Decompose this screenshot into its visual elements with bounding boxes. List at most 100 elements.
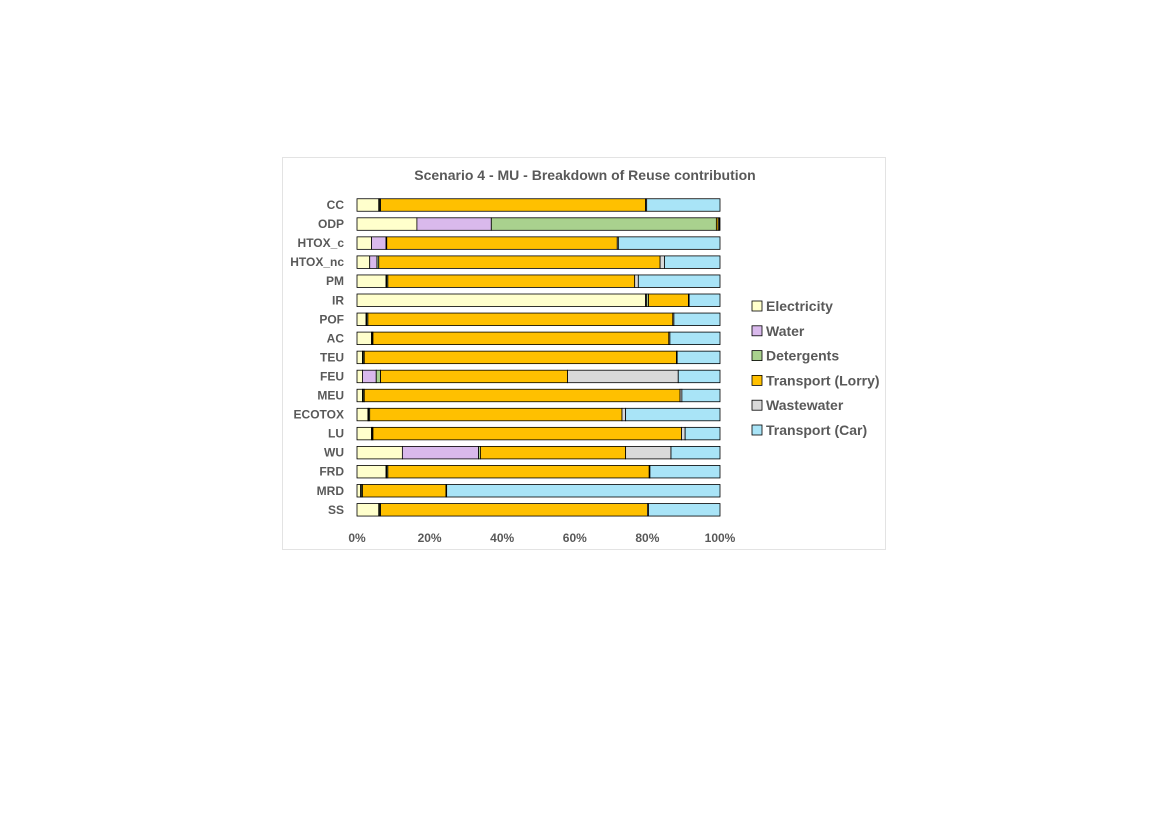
bar-segment-ss-3 bbox=[380, 503, 648, 517]
bar-segment-odp-2 bbox=[490, 217, 717, 231]
category-label: TEU bbox=[320, 350, 344, 364]
bar-segment-lu-0 bbox=[356, 426, 372, 441]
category-label: MEU bbox=[317, 389, 344, 403]
bar-segment-cc-3 bbox=[380, 198, 646, 212]
bar-segment-odp-0 bbox=[356, 217, 418, 231]
category-label: LU bbox=[328, 427, 344, 441]
bar-segment-meu-0 bbox=[356, 388, 363, 403]
x-axis: 0% 20% 40% 60% 80% 100% bbox=[348, 531, 735, 545]
bar-segment-wu-3 bbox=[480, 445, 627, 460]
category-label: ECOTOX bbox=[294, 408, 344, 422]
category-label: PM bbox=[326, 274, 344, 288]
bar-segment-teu-5 bbox=[676, 350, 721, 365]
bar-segment-teu-3 bbox=[363, 350, 677, 365]
bar-segment-ac-5 bbox=[669, 331, 721, 346]
bar-segment-teu-0 bbox=[356, 350, 363, 365]
bar-segment-ecotox-5 bbox=[625, 407, 721, 422]
x-tick-label: 20% bbox=[418, 531, 442, 545]
category-label: ODP bbox=[318, 217, 344, 231]
legend-label: Electricity bbox=[766, 298, 833, 314]
bar-segment-feu-4 bbox=[567, 369, 679, 384]
category-label: WU bbox=[324, 446, 344, 460]
legend-swatch bbox=[751, 374, 763, 386]
bar-segment-odp-1 bbox=[416, 217, 492, 231]
bar-segment-pof-5 bbox=[673, 312, 721, 326]
bar-segment-htox-c-5 bbox=[617, 236, 721, 250]
bar-segment-lu-3 bbox=[372, 426, 682, 441]
legend-swatch bbox=[751, 350, 763, 362]
bar-segment-htox-c-1 bbox=[371, 236, 387, 250]
bar-segment-pm-0 bbox=[356, 274, 387, 288]
bar-segment-htox-nc-4 bbox=[659, 255, 665, 269]
x-tick-label: 40% bbox=[490, 531, 514, 545]
bar-segment-htox-nc-3 bbox=[378, 255, 661, 269]
category-label: POF bbox=[319, 312, 344, 326]
bar-segment-feu-5 bbox=[677, 369, 721, 384]
x-tick-label: 60% bbox=[563, 531, 587, 545]
bar-segment-wu-1 bbox=[401, 445, 480, 460]
bar-segment-wu-4 bbox=[625, 445, 672, 460]
category-label: CC bbox=[327, 198, 345, 212]
bar-segment-ss-0 bbox=[356, 503, 380, 517]
stacked-bar-chart: Scenario 4 - MU - Breakdown of Reuse con… bbox=[290, 167, 880, 545]
x-tick-label: 100% bbox=[705, 531, 736, 545]
bar-segment-pof-0 bbox=[356, 312, 367, 326]
bar-segment-lu-4 bbox=[681, 426, 686, 441]
bar-segment-htox-c-0 bbox=[356, 236, 372, 250]
category-label: IR bbox=[332, 293, 344, 307]
bar-segment-frd-5 bbox=[649, 465, 721, 479]
bar-segment-feu-1 bbox=[362, 369, 377, 384]
bar-segment-ecotox-0 bbox=[356, 407, 369, 422]
bar-segment-wu-5 bbox=[670, 445, 721, 460]
bar-segment-feu-2 bbox=[375, 369, 381, 384]
bar-segment-ac-0 bbox=[356, 331, 372, 346]
legend-label: Wastewater bbox=[766, 397, 844, 413]
category-label: HTOX_nc bbox=[290, 255, 344, 269]
bar-segment-htox-c-3 bbox=[386, 236, 618, 250]
bar-segment-frd-3 bbox=[387, 465, 650, 479]
legend-swatch bbox=[751, 399, 763, 411]
legend-swatch bbox=[751, 300, 763, 312]
bar-segment-cc-0 bbox=[356, 198, 380, 212]
bar-segment-mrd-3 bbox=[362, 484, 447, 498]
bar-segment-wu-0 bbox=[356, 445, 403, 460]
chart-area: Scenario 4 - MU - Breakdown of Reuse con… bbox=[282, 157, 886, 550]
bar-segment-frd-0 bbox=[356, 465, 387, 479]
bar-segment-cc-5 bbox=[646, 198, 721, 212]
bar-segment-pm-4 bbox=[634, 274, 639, 288]
bar-segment-pof-3 bbox=[367, 312, 674, 326]
bar-segment-htox-nc-5 bbox=[664, 255, 721, 269]
category-label: AC bbox=[327, 331, 345, 345]
bar-segment-feu-0 bbox=[356, 369, 363, 384]
category-label: FEU bbox=[320, 369, 344, 383]
category-label: HTOX_c bbox=[298, 236, 345, 250]
bar-segment-pm-3 bbox=[387, 274, 636, 288]
bar-segment-htox-nc-0 bbox=[356, 255, 371, 269]
bar-segment-meu-5 bbox=[681, 388, 721, 403]
legend-label: Detergents bbox=[766, 348, 839, 364]
bar-segment-feu-3 bbox=[380, 369, 568, 384]
bar-segment-pm-5 bbox=[637, 274, 721, 288]
bar-segment-ecotox-4 bbox=[621, 407, 627, 422]
legend: Electricity Water Detergents Transport (Lor… bbox=[751, 298, 880, 438]
bar-segment-mrd-5 bbox=[446, 484, 721, 498]
bar-segment-mrd-0 bbox=[356, 484, 362, 498]
bar-segment-ir-3 bbox=[648, 293, 689, 307]
legend-swatch bbox=[751, 424, 763, 436]
legend-label: Water bbox=[766, 323, 805, 339]
category-label: MRD bbox=[317, 484, 345, 498]
legend-label: Transport (Lorry) bbox=[766, 372, 880, 388]
bar-segment-meu-3 bbox=[363, 388, 681, 403]
bar-segment-ir-0 bbox=[356, 293, 646, 307]
bar-segment-ss-5 bbox=[648, 503, 721, 517]
plot-area: CC ODP HTOX_c HTOX_nc PM IR POF AC TEU FEU MEU ECOT… bbox=[290, 198, 721, 517]
x-tick-label: 0% bbox=[348, 531, 366, 545]
category-label: SS bbox=[328, 503, 344, 517]
bar-segment-ir-5 bbox=[688, 293, 721, 307]
legend-label: Transport (Car) bbox=[766, 422, 867, 438]
bar-segment-ac-3 bbox=[372, 331, 670, 346]
bar-segment-htox-nc-1 bbox=[369, 255, 378, 269]
chart-title: Scenario 4 - MU - Breakdown of Reuse con… bbox=[414, 167, 755, 183]
bar-segment-ecotox-3 bbox=[369, 407, 623, 422]
x-tick-label: 80% bbox=[635, 531, 659, 545]
